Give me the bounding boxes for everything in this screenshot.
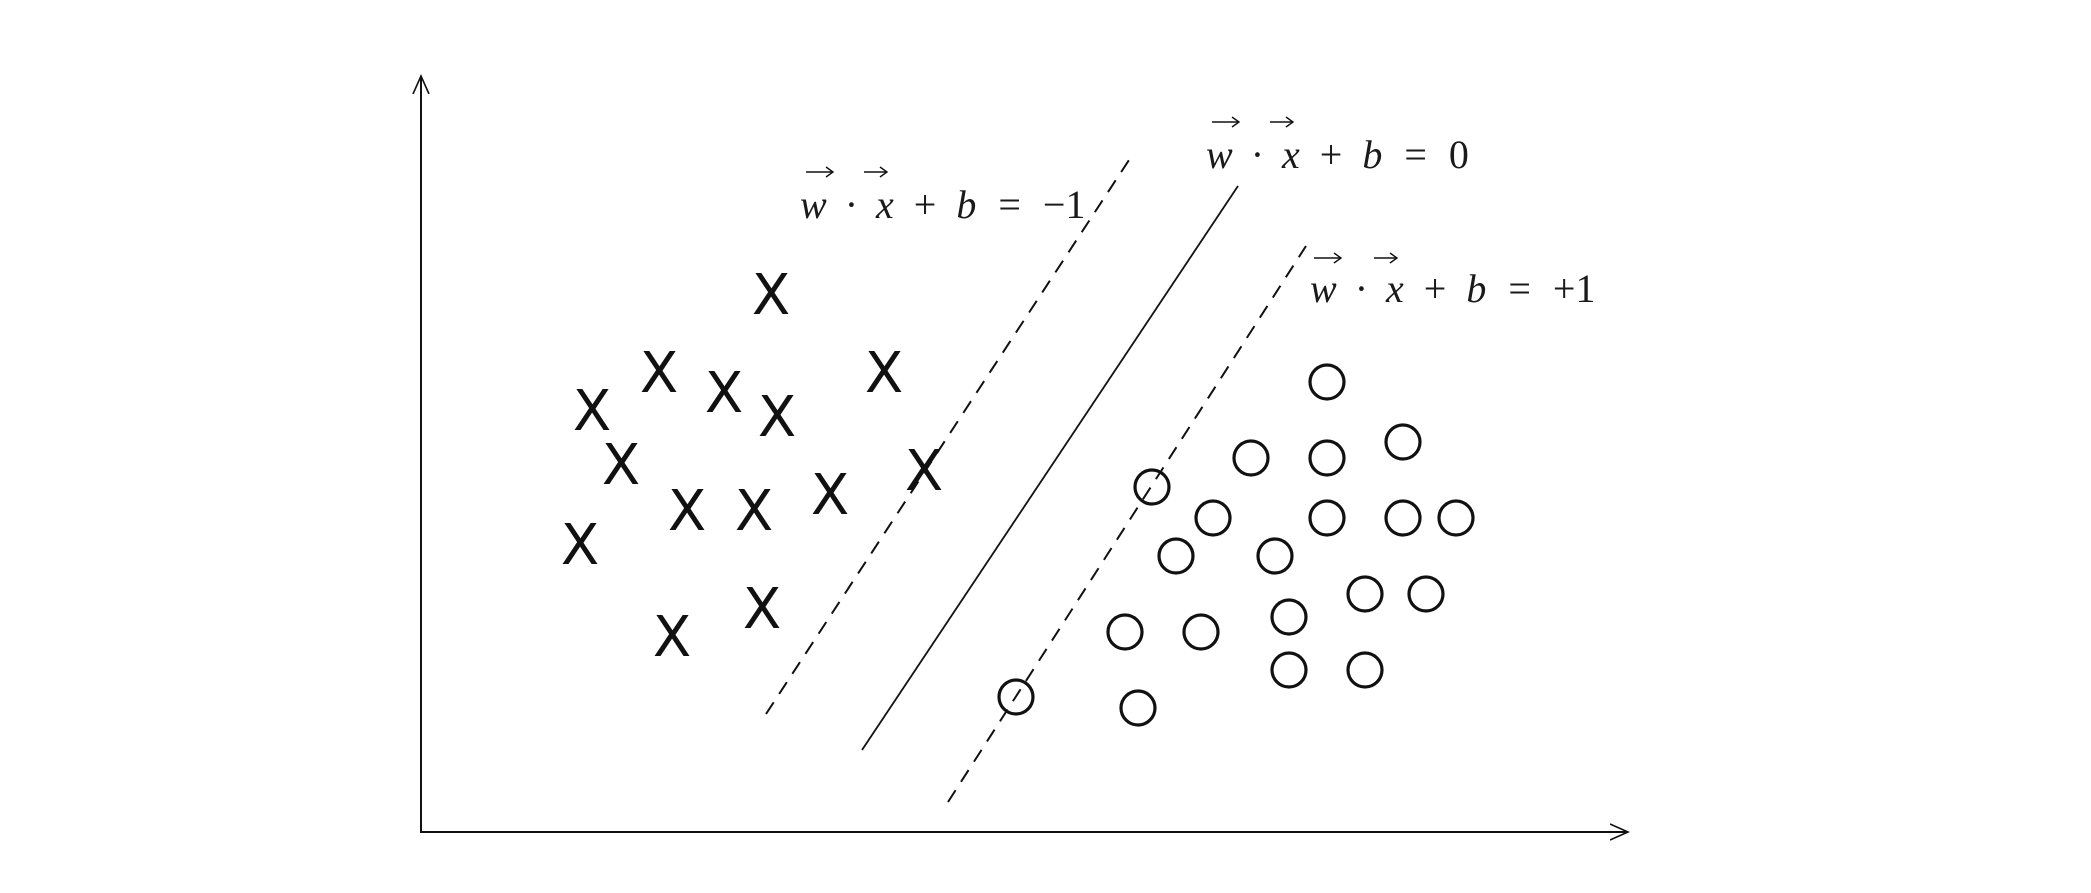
circle-marker xyxy=(1308,499,1346,537)
svg-text:w · x: w · x + b = +1 xyxy=(1310,266,1595,311)
circle-marker xyxy=(1157,537,1195,575)
label-x: x xyxy=(1385,266,1404,311)
x-marker: X xyxy=(865,341,903,406)
circle-marker xyxy=(1256,537,1294,575)
label-plus: + xyxy=(1320,132,1343,177)
label-eq: = xyxy=(1404,132,1427,177)
circle-marker xyxy=(1133,468,1171,506)
label-eq: = xyxy=(998,182,1021,227)
circle-marker xyxy=(1437,499,1475,537)
positive-margin-label: w · x + b = +1 xyxy=(1310,252,1595,311)
circle-marker xyxy=(1106,613,1144,651)
label-b: b xyxy=(1466,266,1486,311)
circle-marker xyxy=(1384,499,1422,537)
label-rhs: −1 xyxy=(1043,182,1086,227)
circle-marker xyxy=(1182,613,1220,651)
x-marker: X xyxy=(561,513,599,578)
positive-margin-line xyxy=(947,245,1307,803)
label-dot: · xyxy=(845,182,858,227)
x-marker: X xyxy=(811,463,849,528)
label-w: w xyxy=(1310,266,1337,311)
x-marker: X xyxy=(758,385,796,450)
label-dot: · xyxy=(1355,266,1368,311)
circle-marker xyxy=(1232,439,1270,477)
x-marker: X xyxy=(735,479,773,544)
circle-marker xyxy=(1384,423,1422,461)
label-plus: + xyxy=(1424,266,1447,311)
circle-marker xyxy=(1270,598,1308,636)
label-b: b xyxy=(956,182,976,227)
label-eq: = xyxy=(1508,266,1531,311)
x-marker: X xyxy=(640,341,678,406)
circle-marker xyxy=(1270,651,1308,689)
label-b: b xyxy=(1362,132,1382,177)
negative-margin-line xyxy=(765,159,1130,715)
hyperplane-label: w · x + b = 0 xyxy=(1206,116,1469,177)
svg-text:w · x: w · x + b = 0 xyxy=(1206,132,1469,177)
label-w: w xyxy=(1206,132,1233,177)
circle-marker xyxy=(1346,575,1384,613)
label-rhs: +1 xyxy=(1553,266,1596,311)
positive-class-points xyxy=(997,363,1475,727)
circle-marker xyxy=(1119,689,1157,727)
label-w: w xyxy=(800,182,827,227)
label-plus: + xyxy=(914,182,937,227)
x-marker: X xyxy=(905,439,943,504)
x-marker: X xyxy=(743,577,781,642)
label-x: x xyxy=(1281,132,1300,177)
label-rhs: 0 xyxy=(1449,132,1469,177)
circle-marker xyxy=(1407,575,1445,613)
negative-margin-label: w · x + b = −1 xyxy=(800,166,1085,227)
x-marker: X xyxy=(668,479,706,544)
x-marker: X xyxy=(573,379,611,444)
svg-text:w · x: w · x + b = −1 xyxy=(800,182,1085,227)
circle-marker xyxy=(997,678,1035,716)
label-x: x xyxy=(875,182,894,227)
x-marker: X xyxy=(752,263,790,328)
negative-class-points: X X X X X X X X X X X X X X X xyxy=(561,263,943,670)
hyperplane-line xyxy=(861,185,1239,751)
circle-marker xyxy=(1346,651,1384,689)
x-marker: X xyxy=(602,433,640,498)
circle-marker xyxy=(1308,439,1346,477)
x-marker: X xyxy=(653,605,691,670)
label-dot: · xyxy=(1251,132,1264,177)
circle-marker xyxy=(1308,363,1346,401)
x-marker: X xyxy=(705,361,743,426)
circle-marker xyxy=(1194,499,1232,537)
